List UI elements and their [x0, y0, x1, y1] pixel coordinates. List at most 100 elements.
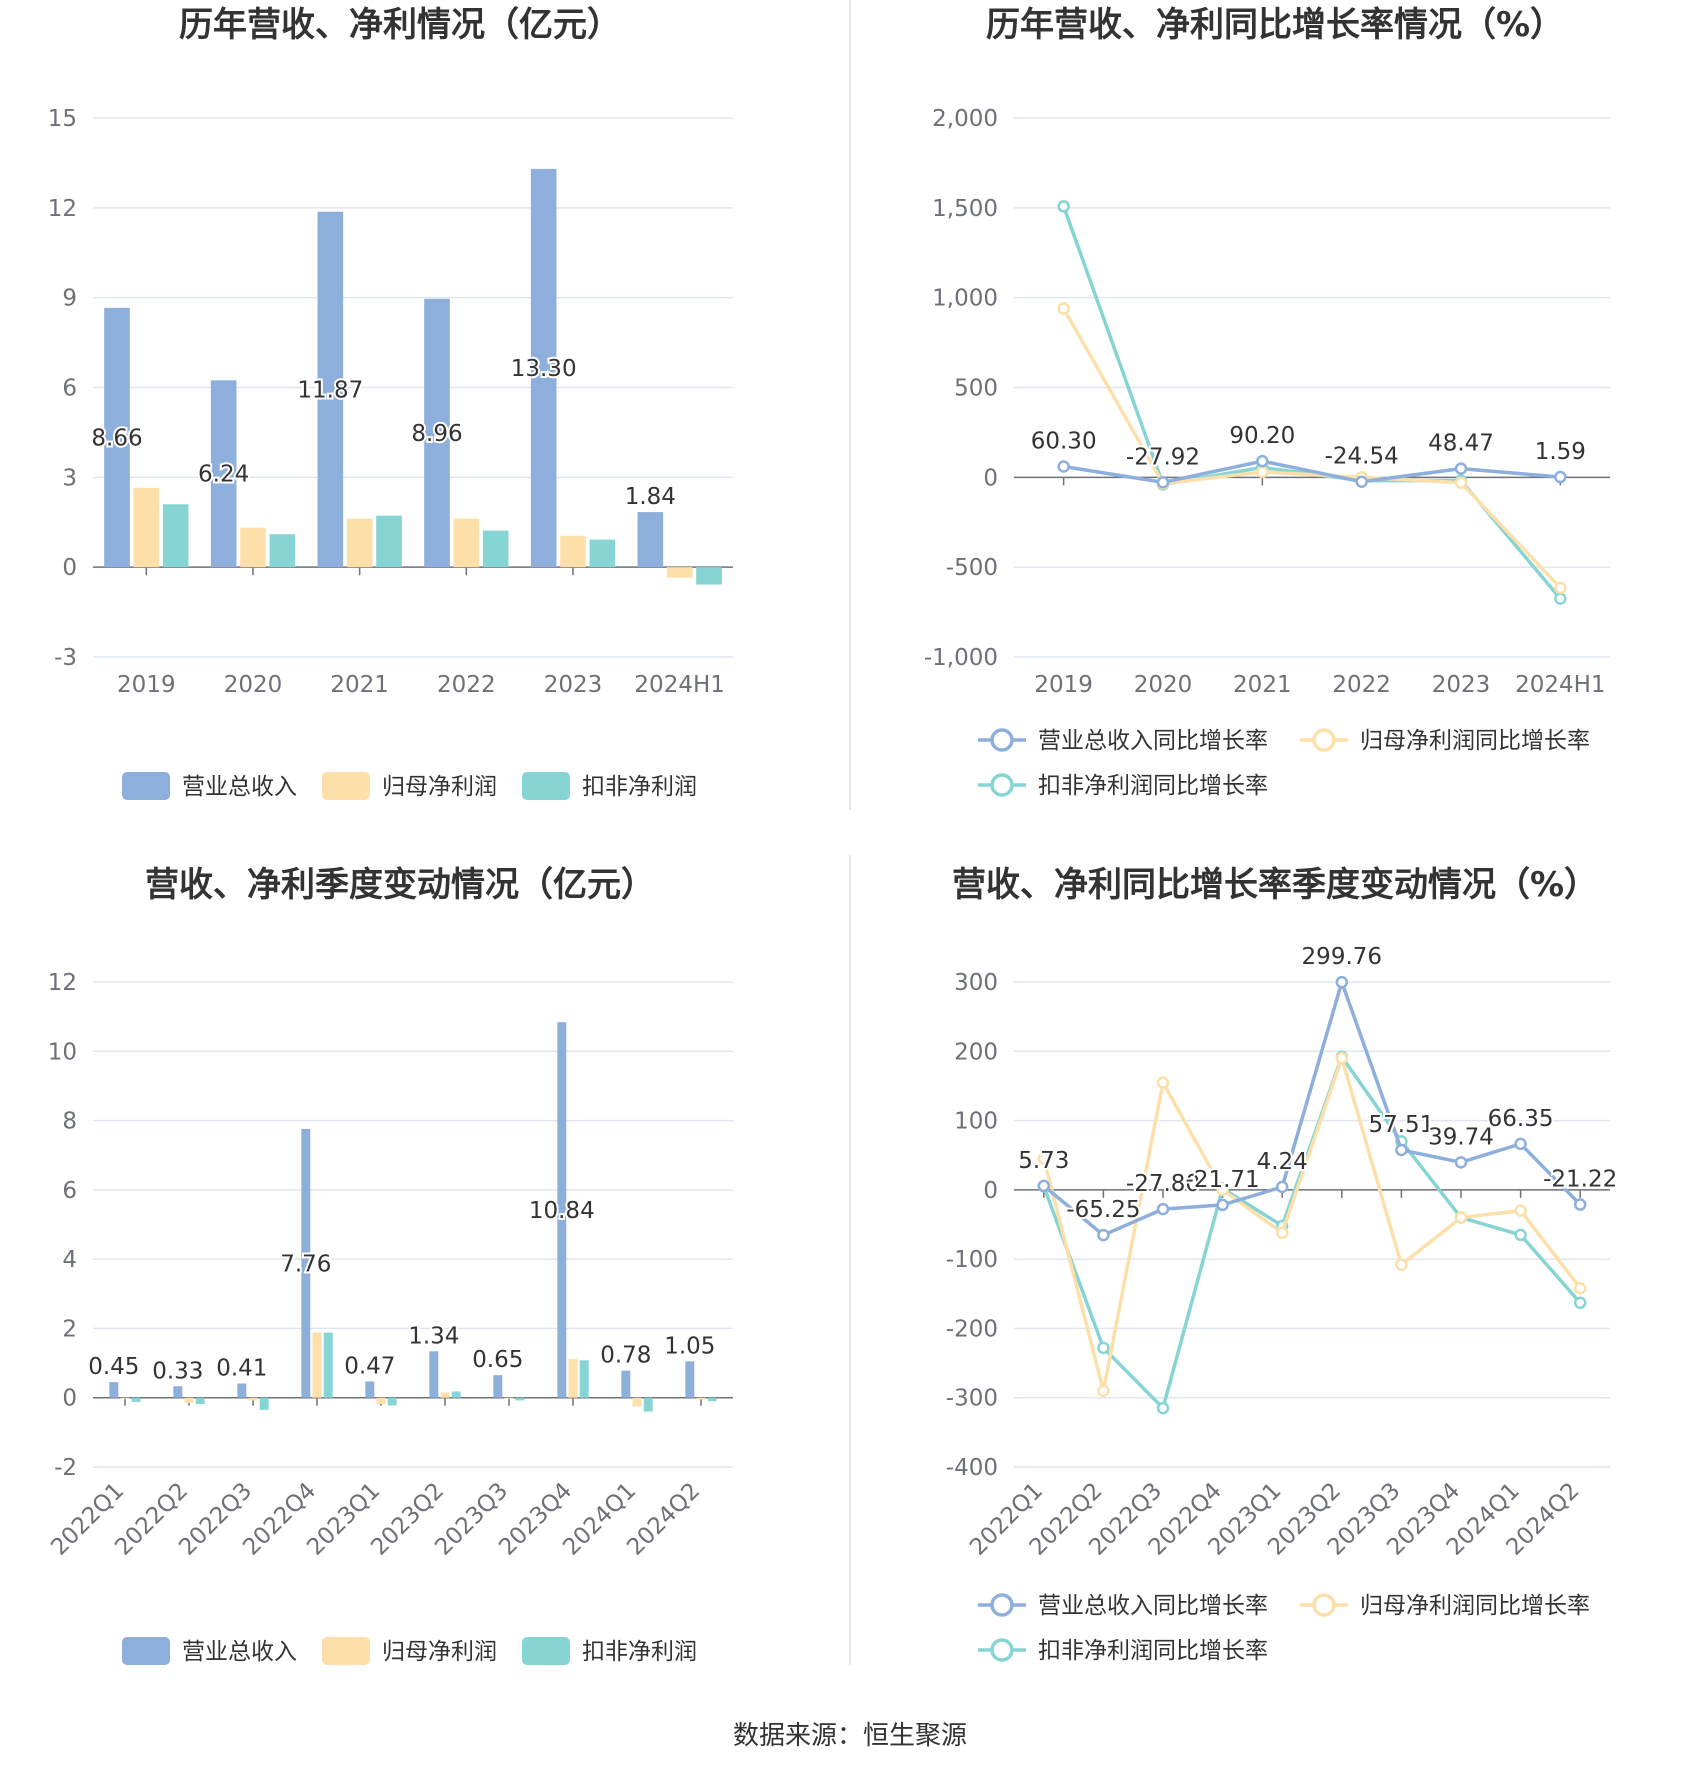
point-net-profit — [1156, 1076, 1170, 1089]
bar-revenue — [685, 1361, 695, 1398]
bar-deducted-profit — [515, 1397, 525, 1401]
y-tick-label: 2 — [62, 1316, 77, 1342]
point-net-profit — [1554, 581, 1567, 595]
legend-swatch — [522, 772, 570, 800]
y-tick-label: 200 — [954, 1039, 998, 1065]
quarterly-growth-chart: 营收、净利同比增长率季度变动情况（%） -400 -300 -200 -100 0 100… — [946, 865, 1619, 1664]
bar-deducted-profit — [259, 1397, 269, 1410]
bar-net-profit — [504, 1397, 514, 1399]
data-label: -21.22 — [1543, 1167, 1617, 1193]
line-deducted-profit — [1062, 205, 1562, 600]
bar-net-profit — [240, 527, 266, 568]
point-revenue — [1355, 475, 1368, 488]
data-label: 0.65 — [472, 1347, 523, 1373]
bar-deducted-profit — [323, 1332, 333, 1398]
legend-label: 营业总收入同比增长率 — [1038, 1593, 1268, 1619]
y-tick-label: 1,000 — [932, 286, 998, 312]
x-tick-label: 2022 — [1332, 672, 1391, 698]
bar-net-profit — [346, 518, 373, 568]
point-revenue — [1097, 1228, 1110, 1242]
bar-revenue — [621, 1370, 631, 1398]
point-net-profit — [1037, 1152, 1051, 1165]
bar-net-profit — [120, 1397, 130, 1399]
legend-label: 归母净利润 — [382, 1639, 497, 1665]
point-net-profit — [1514, 1204, 1527, 1217]
bar-deducted-profit — [579, 1360, 589, 1398]
y-tick-label: -2 — [54, 1455, 77, 1481]
data-label: 1.34 — [408, 1323, 459, 1349]
point-revenue — [1395, 1143, 1408, 1157]
point-net-profit — [1057, 302, 1070, 315]
bar-net-profit — [133, 487, 160, 568]
data-label: 0.78 — [600, 1343, 651, 1369]
data-label: 7.76 — [280, 1251, 331, 1277]
y-tick-label: 6 — [62, 376, 77, 402]
data-label: 8.66 — [91, 426, 142, 452]
data-label: -21.71 — [1186, 1167, 1260, 1193]
legend-swatch-marker — [1312, 1593, 1336, 1617]
legend-swatch-marker — [990, 773, 1014, 797]
point-net-profit — [1335, 1051, 1349, 1065]
chart-title: 营收、净利同比增长率季度变动情况（%） — [952, 865, 1598, 905]
data-label: 0.41 — [216, 1356, 267, 1382]
legend-swatch — [322, 1637, 370, 1665]
bar-net-profit — [312, 1332, 322, 1398]
x-tick-label: 2024H1 — [1515, 672, 1605, 698]
data-label: 1.59 — [1535, 439, 1586, 465]
bar-revenue — [109, 1382, 119, 1398]
x-tick-label: 2023 — [544, 672, 603, 698]
x-tick-label: 2022 — [437, 672, 496, 698]
bar-deducted-profit — [195, 1397, 205, 1404]
y-tick-label: -500 — [946, 555, 998, 581]
bar-deducted-profit — [451, 1391, 461, 1398]
line-revenue — [1042, 976, 1582, 1238]
y-tick-label: 0 — [983, 1178, 998, 1204]
bar-net-profit — [453, 518, 480, 568]
y-tick-label: 6 — [62, 1178, 77, 1204]
point-net-profit — [1256, 465, 1269, 479]
data-label: -27.92 — [1126, 444, 1200, 470]
bar-revenue — [237, 1383, 247, 1398]
legend-swatch-marker — [990, 728, 1014, 752]
point-revenue — [1156, 476, 1170, 489]
y-tick-label: 1,500 — [932, 196, 998, 222]
point-deducted-profit — [1514, 1228, 1527, 1242]
bar-deducted-profit — [376, 515, 402, 568]
bar-net-profit — [560, 535, 586, 568]
point-revenue — [1335, 975, 1349, 989]
data-label: 13.30 — [511, 356, 577, 382]
annual-growth-chart: 历年营收、净利同比增长率情况（%） -1,000 -500 0 500 1,000 1,5… — [924, 5, 1610, 799]
data-label: 0.45 — [88, 1354, 139, 1380]
bar-revenue — [104, 307, 130, 568]
chart-title: 营收、净利季度变动情况（亿元） — [145, 865, 655, 905]
bar-revenue — [429, 1351, 439, 1398]
bar-deducted-profit — [589, 539, 616, 568]
y-tick-label: -400 — [946, 1455, 998, 1481]
y-tick-label: -100 — [946, 1247, 998, 1273]
y-tick-label: 12 — [48, 970, 77, 996]
legend-label: 扣非净利润同比增长率 — [1038, 773, 1268, 799]
legend-label: 扣非净利润 — [582, 774, 697, 800]
y-tick-label: 0 — [983, 465, 998, 491]
point-revenue — [1454, 462, 1468, 475]
bar-net-profit — [632, 1397, 642, 1407]
bar-deducted-profit — [482, 530, 509, 568]
y-tick-label: 9 — [62, 286, 77, 312]
point-deducted-profit — [1156, 1401, 1170, 1415]
point-revenue — [1514, 1137, 1527, 1151]
y-tick-label: 500 — [954, 376, 998, 402]
chart-title: 历年营收、净利同比增长率情况（%） — [986, 5, 1564, 45]
y-tick-label: 10 — [48, 1039, 77, 1065]
data-label: 57.51 — [1368, 1112, 1434, 1138]
y-tick-label: 15 — [48, 106, 77, 132]
point-revenue — [1216, 1198, 1229, 1212]
bar-deducted-profit — [387, 1397, 397, 1406]
y-tick-label: 3 — [62, 465, 77, 491]
bar-revenue — [301, 1128, 311, 1398]
legend-label: 营业总收入同比增长率 — [1038, 728, 1268, 754]
legend-swatch — [122, 1637, 170, 1665]
x-tick-label: 2024H1 — [634, 672, 724, 698]
y-tick-label: 8 — [62, 1109, 77, 1135]
data-label: 48.47 — [1428, 431, 1494, 457]
bar-revenue — [424, 298, 450, 568]
